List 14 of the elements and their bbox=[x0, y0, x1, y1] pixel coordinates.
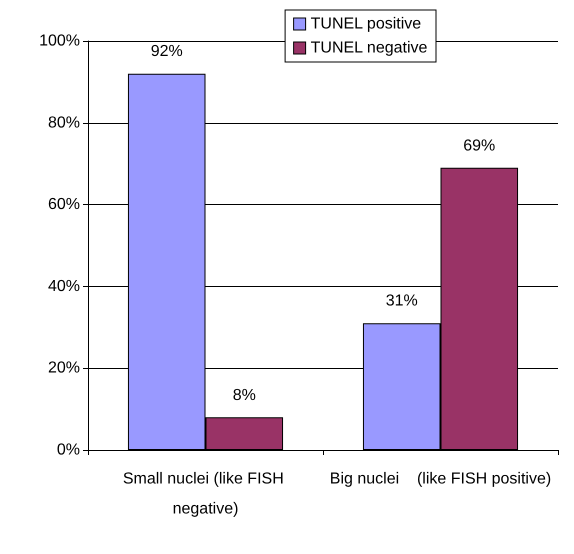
legend-label: TUNEL negative bbox=[310, 40, 428, 56]
y-tick-label: 60% bbox=[48, 196, 80, 214]
data-label: 8% bbox=[232, 386, 256, 404]
x-tick-label: Small nuclei (like FISH negative) bbox=[122, 470, 288, 518]
legend-label: TUNEL positive bbox=[310, 16, 422, 32]
y-tick-label: 20% bbox=[48, 360, 80, 377]
data-label: 69% bbox=[463, 137, 496, 154]
data-label: 92% bbox=[150, 43, 183, 60]
y-tick-label: 100% bbox=[39, 32, 80, 50]
x-tick-label: Big nuclei (like FISH positive) bbox=[330, 470, 552, 488]
y-tick-label: 80% bbox=[48, 114, 80, 132]
data-label: 31% bbox=[386, 292, 418, 310]
y-tick-label: 40% bbox=[48, 278, 80, 295]
y-tick-label: 0% bbox=[56, 442, 80, 458]
